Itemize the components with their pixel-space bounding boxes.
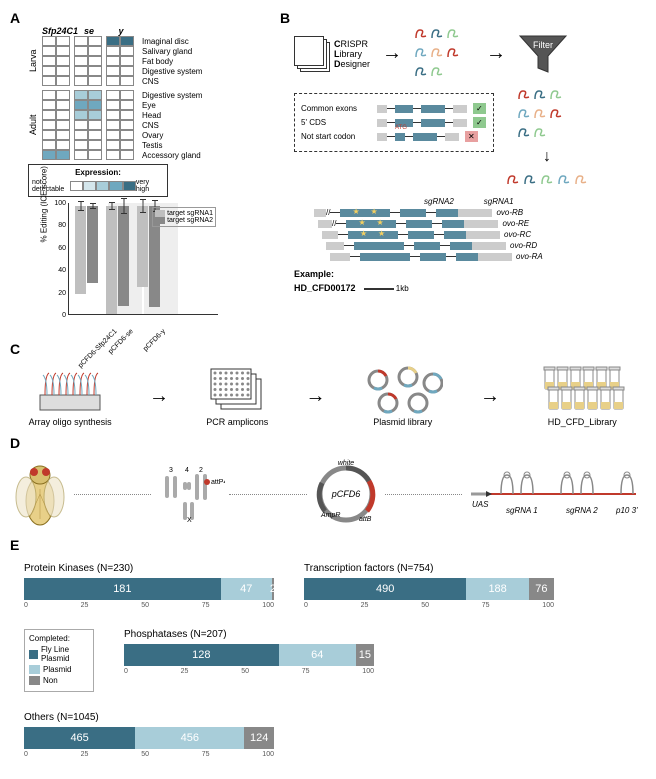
svg-text:X: X <box>187 517 192 524</box>
sgrna-pool-icon <box>414 26 474 81</box>
completion-charts: Protein Kinases (N=230)1814720255075100T… <box>10 563 646 758</box>
panel-d-label: D <box>10 435 20 451</box>
plasmid-library-icon <box>363 365 443 415</box>
barchart-legend: target sgRNA1target sgRNA2 <box>152 207 216 227</box>
expression-legend: Expression: not detectable very high <box>28 164 168 197</box>
cld-label: CRISPR Library Designer <box>334 39 370 69</box>
sgrna-filtered-icon <box>517 87 577 142</box>
svg-text:AmpR: AmpR <box>320 512 340 519</box>
svg-text:4: 4 <box>185 467 189 474</box>
panel-e-label: E <box>10 537 19 553</box>
editing-barchart: % Editing (ICE score) 020406080100 targe… <box>48 203 228 333</box>
svg-text:p10 3': p10 3' <box>615 506 638 515</box>
svg-text:white: white <box>337 460 353 467</box>
heatmap-genes: Sfp24C1sey <box>42 26 270 36</box>
svg-text:sgRNA 2: sgRNA 2 <box>566 506 598 515</box>
heatmap-adult: Adult Digestive systemEyeHeadCNSOvaryTes… <box>28 90 270 160</box>
svg-text:UAS: UAS <box>472 500 489 509</box>
workflow-d: attP40 3 4 2 X pCFD6 white AmpR attB UAS <box>10 459 646 529</box>
cld-stack-icon <box>294 36 330 72</box>
sgrna-expression-icon: UAS sgRNA 1 sgRNA 2 p10 3' <box>466 469 646 519</box>
svg-text:attP40: attP40 <box>211 479 225 486</box>
arrow-icon: → <box>306 385 326 408</box>
svg-text:sgRNA 1: sgRNA 1 <box>506 506 538 515</box>
pcfd6-plasmid-icon: pCFD6 white AmpR attB <box>311 459 381 529</box>
fly-vials-icon <box>537 365 627 415</box>
transcript-tracks: sgRNA2 sgRNA1 // ★★ ovo-RB // ★★ ovo-RE … <box>294 197 646 293</box>
chromosomes-icon: attP40 3 4 2 X <box>155 464 225 524</box>
sgrna-selected-icon <box>506 172 588 189</box>
panel-c-label: C <box>10 341 20 357</box>
pipeline-top: CRISPR Library Designer → → Filter <box>294 26 646 81</box>
pcr-plates-icon <box>207 365 267 415</box>
svg-text:Filter: Filter <box>533 40 553 50</box>
svg-text:2: 2 <box>199 467 203 474</box>
oligo-array-icon <box>35 365 105 415</box>
funnel-icon: Filter <box>518 34 568 74</box>
arrow-icon: → <box>382 42 402 65</box>
svg-text:3: 3 <box>169 467 173 474</box>
arrow-icon: → <box>486 42 506 65</box>
panel-a-label: A <box>10 10 20 26</box>
panel-b-label: B <box>280 10 290 26</box>
arrow-down-icon: ↓ <box>543 148 551 166</box>
heatmap-larva: Larva Imaginal discSalivary glandFat bod… <box>28 36 270 86</box>
fly-icon <box>10 459 70 529</box>
workflow-c: Array oligo synthesis → PCR amplicons → <box>10 365 646 427</box>
svg-text:attB: attB <box>359 516 372 523</box>
arrow-icon: → <box>149 385 169 408</box>
filter-rules: Common exons ✓5' CDS ✓Not start codon AT… <box>294 93 494 152</box>
arrow-icon: → <box>480 385 500 408</box>
svg-text:pCFD6: pCFD6 <box>330 489 360 499</box>
